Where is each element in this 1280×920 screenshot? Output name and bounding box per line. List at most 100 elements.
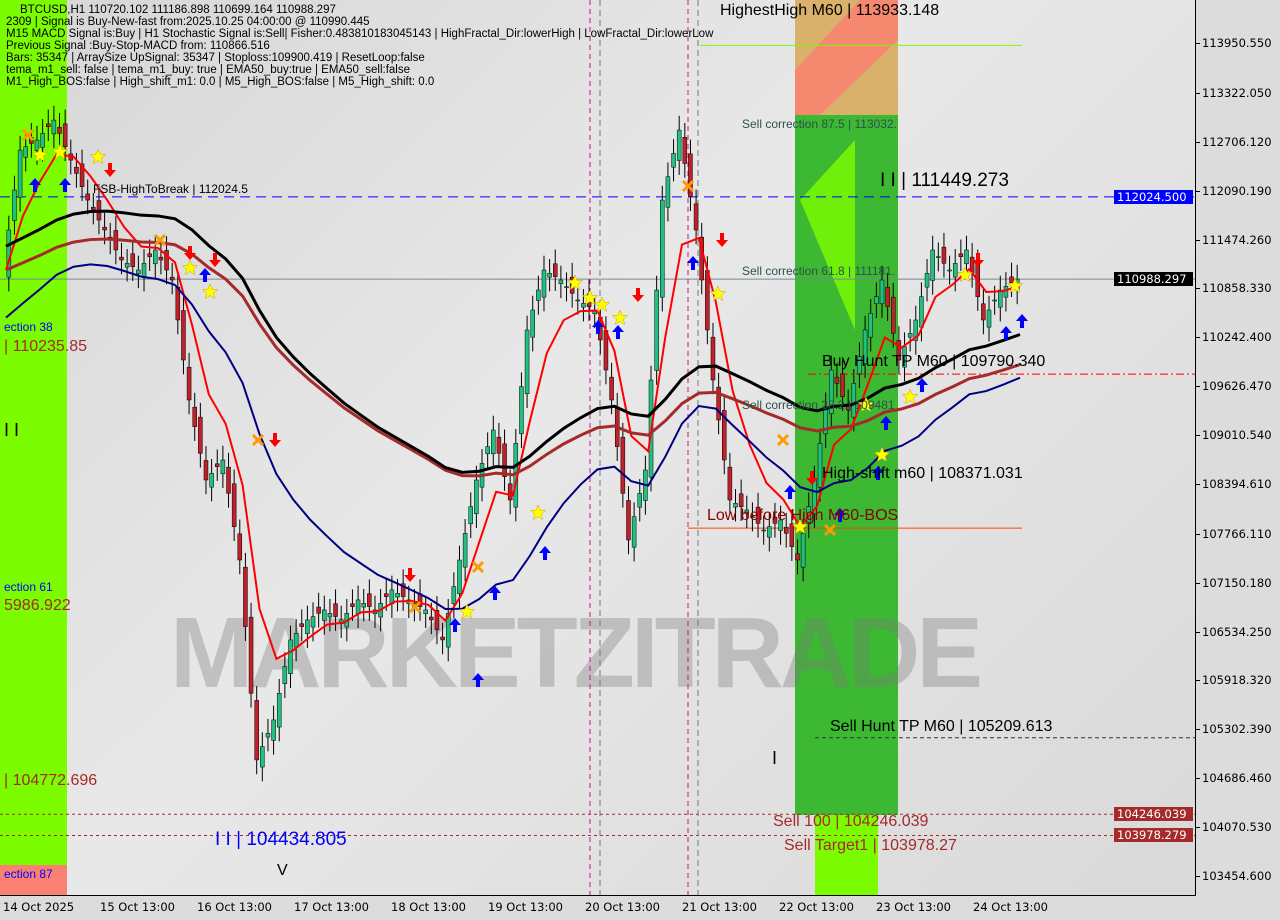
- price-axis[interactable]: 113950.550 113322.050 112706.120 112090.190…: [1196, 0, 1280, 895]
- star-icon: [181, 259, 199, 276]
- candle-body: [722, 410, 727, 461]
- candle-body: [502, 443, 507, 477]
- ema-fast-line: [5, 152, 1021, 661]
- candle-body: [823, 406, 828, 435]
- star-icon: [956, 266, 974, 283]
- candle-body: [581, 303, 586, 308]
- star-icon: [1006, 277, 1024, 294]
- candle-body: [772, 516, 778, 524]
- candle-body: [305, 619, 310, 634]
- candle-body: [857, 356, 862, 375]
- candle-body: [327, 613, 333, 618]
- star-icon: [857, 396, 875, 413]
- candle-body: [654, 289, 659, 371]
- candle-body: [175, 286, 181, 321]
- candle-body: [367, 593, 372, 607]
- level-104434-label: I I | 104434.805: [215, 829, 347, 850]
- price-tag: 103978.279: [1114, 828, 1193, 843]
- candle-body: [468, 506, 473, 525]
- x-tick-label: 15 Oct 13:00: [100, 900, 175, 914]
- candle-body: [282, 666, 288, 684]
- candle-body: [350, 603, 355, 607]
- candle-body: [755, 506, 761, 524]
- candle-body: [620, 436, 626, 494]
- buy-arrow-icon: [59, 178, 71, 192]
- candle-body: [423, 609, 428, 614]
- zones-layer: [0, 0, 898, 895]
- candle-body: [733, 503, 738, 508]
- candle-body: [136, 269, 141, 275]
- candle-body: [491, 429, 496, 455]
- symbol-line: BTCUSD,H1 110720.102 111186.898 110699.1…: [20, 4, 336, 16]
- candle-body: [891, 296, 896, 334]
- candle-body: [992, 299, 997, 302]
- cross-icon: [776, 433, 790, 447]
- candle-body: [130, 253, 135, 267]
- candle-body: [355, 599, 361, 614]
- y-tick-label: 105302.390: [1196, 722, 1272, 737]
- sell-arrow-icon: [972, 253, 984, 267]
- candle-body: [778, 519, 783, 531]
- sell-correction-875-label: Sell correction 87.5 | 113032.: [742, 117, 897, 131]
- candle-body: [829, 369, 834, 415]
- candle-body: [237, 533, 243, 561]
- candle-body: [198, 416, 203, 454]
- star-icon: [566, 274, 584, 291]
- candle-body: [896, 340, 902, 361]
- sell-correction-382-label: Sell correction 38.2 | 109481: [742, 398, 895, 412]
- buy-arrow-icon: [449, 618, 461, 632]
- candle-body: [958, 253, 964, 257]
- candle-body: [322, 609, 327, 621]
- candle-body: [907, 333, 913, 338]
- buy-arrow-icon: [539, 546, 551, 560]
- left-ection87-label: ection 87: [4, 867, 53, 881]
- candle-body: [885, 286, 890, 307]
- candle-body: [705, 270, 710, 331]
- star-icon: [611, 309, 629, 326]
- candle-body: [507, 483, 513, 501]
- candle-body: [293, 633, 299, 648]
- price-tag: 112024.500: [1114, 189, 1193, 204]
- candle-body: [868, 313, 873, 338]
- chart-svg: [0, 0, 1195, 895]
- buy-arrow-icon: [687, 256, 699, 270]
- candle-body: [384, 593, 389, 597]
- info-line: M1_High_BOS:false | High_shift_m1: 0.0 |…: [6, 76, 435, 88]
- left-110235-label: | 110235.85: [4, 338, 88, 355]
- candle-body: [485, 446, 490, 455]
- y-tick-label: 110242.400: [1196, 330, 1272, 345]
- y-tick-label: 112706.120: [1196, 134, 1272, 149]
- candle-body: [124, 263, 130, 268]
- price-chart[interactable]: MARKETZITRADE BTCUSD,H1 110720.102 11118…: [0, 0, 1196, 896]
- candle-body: [631, 516, 637, 548]
- left-105986-label: 5986.922: [4, 597, 71, 614]
- candle-body: [79, 163, 85, 187]
- buy-arrow-icon: [1000, 326, 1012, 340]
- candle-body: [496, 436, 502, 454]
- y-tick-label: 107150.180: [1196, 575, 1272, 590]
- candle-body: [147, 253, 152, 257]
- candle-body: [310, 616, 316, 628]
- candle-body: [209, 473, 214, 488]
- candle-body: [91, 206, 96, 211]
- candle-body: [986, 309, 992, 328]
- candle-body: [62, 123, 68, 147]
- candle-body: [710, 336, 716, 381]
- sell-arrow-icon: [404, 568, 416, 582]
- star-icon: [51, 143, 69, 160]
- x-tick-label: 21 Oct 13:00: [682, 900, 757, 914]
- star-icon: [458, 603, 476, 620]
- candle-body: [158, 256, 164, 261]
- ma-black-line: [5, 209, 1021, 474]
- candle-body: [541, 269, 547, 298]
- candle-body: [1009, 276, 1014, 283]
- candle-body: [817, 443, 823, 488]
- buy-hunt-label: Buy Hunt TP M60 | 109790.340: [822, 353, 1046, 370]
- y-tick-label: 109010.540: [1196, 428, 1272, 443]
- cross-icon: [408, 600, 422, 614]
- candle-body: [243, 566, 248, 627]
- y-tick-label: 112090.190: [1196, 183, 1272, 198]
- y-tick-label: 111474.260: [1196, 232, 1272, 247]
- buy-arrow-icon: [834, 508, 846, 522]
- star-icon: [873, 446, 891, 463]
